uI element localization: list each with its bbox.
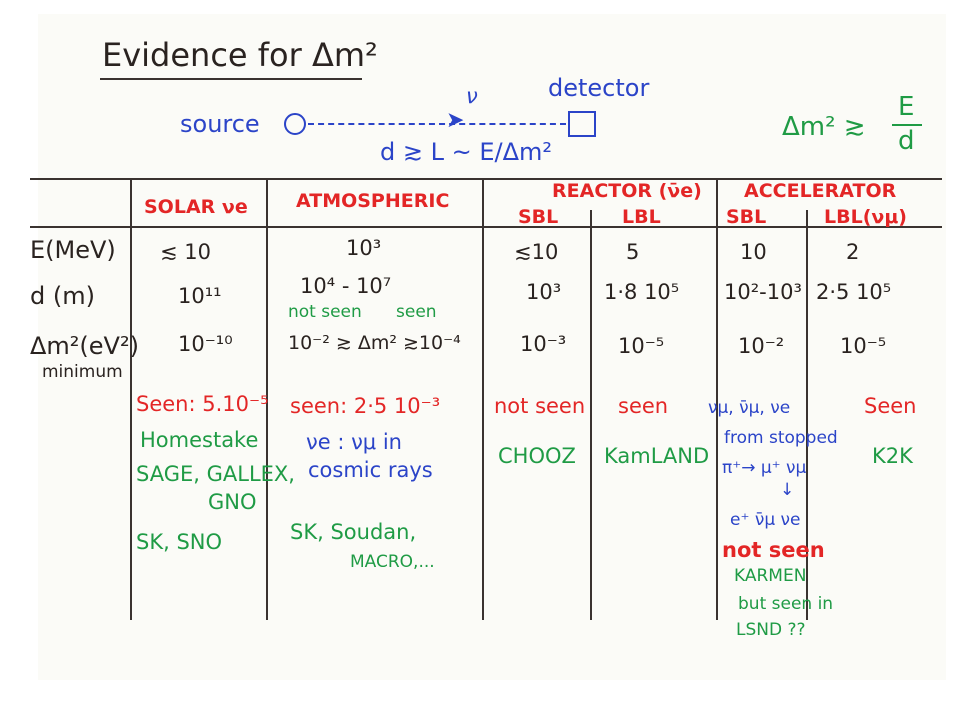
reactor-sbl-result: not seen: [494, 394, 586, 418]
reactor-lbl-energy: 5: [626, 240, 640, 264]
col-border-3: [482, 178, 484, 620]
distance-relation: d ≳ L ~ E/Δm²: [380, 138, 553, 166]
acc-sbl-note-lsnd-2: LSND ??: [736, 620, 806, 640]
whiteboard-sheet: [38, 14, 946, 680]
solar-distance: 10¹¹: [178, 284, 222, 308]
header-separator: [30, 226, 942, 228]
atm-not-seen: not seen: [288, 302, 362, 322]
source-circle-icon: [284, 113, 306, 135]
header-atmospheric: ATMOSPHERIC: [296, 190, 450, 212]
row-label-distance: d (m): [30, 282, 95, 310]
page-title: Evidence for Δm²: [102, 36, 378, 74]
reactor-lbl-result: seen: [618, 394, 669, 418]
oscillation-rule-numerator: E: [898, 92, 915, 122]
acc-sbl-note-lsnd-1: but seen in: [738, 594, 834, 614]
reactor-lbl-distance: 1·8 10⁵: [604, 280, 680, 304]
beam-arrow-icon: ➤: [446, 108, 465, 133]
atm-dm2: 10⁻² ≳ Δm² ≳10⁻⁴: [288, 332, 461, 354]
solar-experiment-sk-sno: SK, SNO: [136, 530, 223, 554]
atm-seen: seen: [396, 302, 437, 322]
detector-label: detector: [548, 74, 650, 102]
atm-result: seen: 2·5 10⁻³: [290, 394, 441, 418]
solar-experiment-homestake: Homestake: [140, 428, 259, 452]
atm-distance: 10⁴ - 10⁷: [300, 274, 392, 298]
detector-box-icon: [568, 111, 596, 137]
header-reactor: REACTOR (ν̄e): [552, 180, 702, 202]
acc-sbl-experiment-karmen: KARMEN: [734, 566, 807, 586]
neutrino-symbol: ν: [466, 84, 478, 108]
acc-lbl-energy: 2: [846, 240, 860, 264]
header-solar: SOLAR νe: [144, 196, 248, 218]
col-border-1: [130, 178, 132, 620]
header-reactor-sbl: SBL: [518, 206, 559, 228]
acc-lbl-result: Seen: [864, 394, 917, 418]
solar-dm2: 10⁻¹⁰: [178, 332, 233, 356]
header-accelerator-sbl: SBL: [726, 206, 767, 228]
row-label-energy: E(MeV): [30, 236, 116, 264]
acc-sbl-decay-arrow-icon: ↓: [780, 480, 795, 500]
solar-energy: ≲ 10: [160, 240, 211, 264]
oscillation-rule-lhs: Δm² ≳: [782, 112, 866, 142]
atm-note-cosmic: cosmic rays: [308, 458, 433, 482]
reactor-lbl-experiment: KamLAND: [604, 444, 710, 468]
col-border-6: [806, 210, 808, 620]
acc-sbl-pion-decay: π⁺→ μ⁺ νμ: [722, 458, 807, 478]
acc-sbl-distance: 10²-10³: [724, 280, 802, 304]
acc-lbl-experiment: K2K: [872, 444, 913, 468]
reactor-lbl-dm2: 10⁻⁵: [618, 334, 665, 358]
col-border-5: [716, 178, 718, 620]
row-label-dm2: Δm²(eV²): [30, 332, 139, 360]
reactor-sbl-dm2: 10⁻³: [520, 332, 567, 356]
beam-dashed-line: [308, 123, 566, 125]
acc-sbl-flavours: νμ, ν̄μ, νe: [708, 398, 791, 418]
solar-result: Seen: 5.10⁻⁵: [136, 392, 269, 416]
acc-sbl-muon-decay: e⁺ ν̄μ νe: [730, 510, 801, 530]
row-label-minimum: minimum: [42, 362, 123, 382]
reactor-sbl-experiment: CHOOZ: [498, 444, 576, 468]
col-border-4: [590, 210, 592, 620]
fraction-bar: [892, 124, 922, 126]
header-reactor-lbl: LBL: [622, 206, 661, 228]
oscillation-rule-denominator: d: [898, 126, 915, 156]
acc-sbl-energy: 10: [740, 240, 767, 264]
title-underline: [100, 78, 362, 80]
reactor-sbl-distance: 10³: [526, 280, 562, 304]
solar-experiment-sage-gallex: SAGE, GALLEX,: [136, 462, 295, 486]
atm-energy: 10³: [346, 236, 382, 260]
col-border-2: [266, 178, 268, 620]
reactor-sbl-energy: ≲10: [514, 240, 559, 264]
header-accelerator: ACCELERATOR: [744, 180, 897, 202]
atm-note-ratio: νe : νμ in: [306, 430, 402, 454]
acc-sbl-result: not seen: [722, 538, 825, 562]
acc-lbl-dm2: 10⁻⁵: [840, 334, 887, 358]
header-accelerator-lbl: LBL(νμ): [824, 206, 907, 228]
source-label: source: [180, 110, 260, 138]
atm-experiment-sk-soudan: SK, Soudan,: [290, 520, 417, 544]
atm-experiment-macro: MACRO,...: [350, 552, 435, 572]
acc-sbl-from-stopped: from stopped: [724, 428, 838, 448]
acc-lbl-distance: 2·5 10⁵: [816, 280, 892, 304]
solar-experiment-gno: GNO: [208, 490, 257, 514]
acc-sbl-dm2: 10⁻²: [738, 334, 785, 358]
table-top-border: [30, 178, 942, 180]
